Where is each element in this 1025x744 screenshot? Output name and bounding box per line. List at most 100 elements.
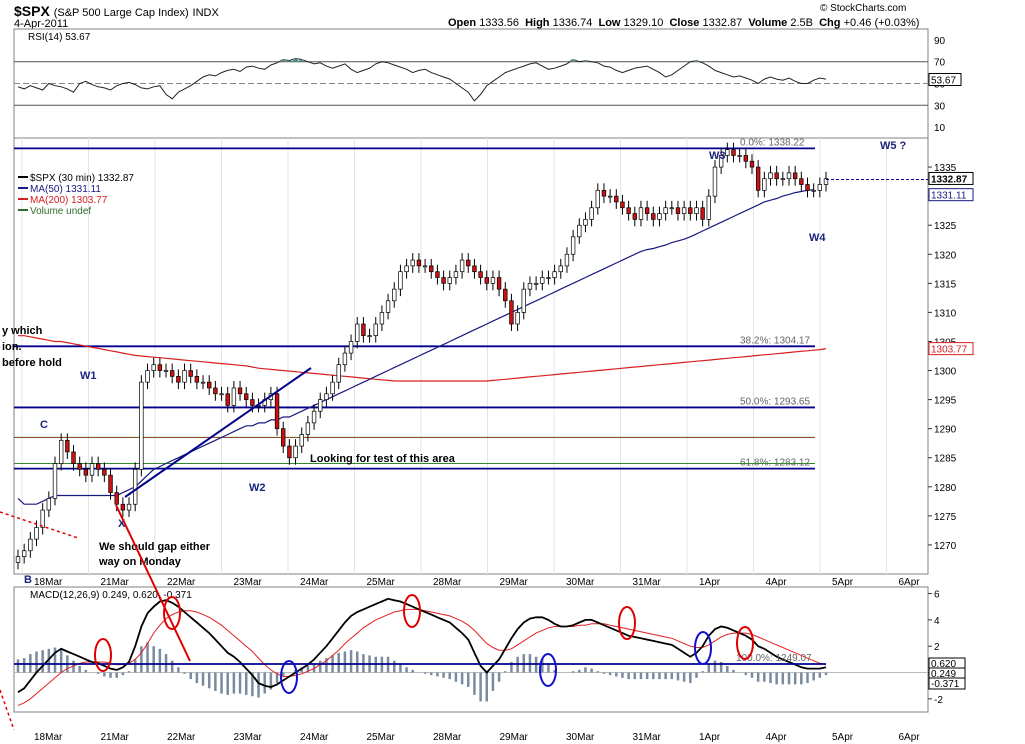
macd-x-tick-label: 28Mar [433,732,462,743]
macd-line [17,597,827,694]
exchange: INDX [192,7,219,19]
bullish-cross-circle [539,653,557,687]
annotation-test-area: Looking for test of this area [310,453,456,465]
candle-down [644,207,650,214]
macd-x-tick-label: 31Mar [633,732,662,743]
price-panel: 1270127512801285129012951300130513101315… [13,137,974,588]
candle-up [355,323,360,342]
macd-x-tick-label: 4Apr [766,732,788,743]
close-tag [928,171,974,185]
candle-up [607,195,613,198]
price-frame [13,137,929,575]
candle-down [213,387,218,395]
candle-up [126,503,132,511]
low-label: Low [598,17,621,29]
ma200-tag [928,342,974,356]
price-tick-label: 1310 [934,308,957,319]
candle-up [583,219,588,226]
candle-up [552,271,557,278]
candle-up [459,259,465,273]
candle-down [194,375,200,383]
price-tick-label: 1275 [934,512,957,523]
price-tick-label: 1315 [934,279,957,290]
candle-up [200,381,206,384]
open-value: 1333.56 [479,17,519,29]
annotation-left-line3: before hold [2,357,62,369]
candle-up [453,271,459,278]
candle-up [595,189,600,209]
macd-x-tick-label: 23Mar [234,732,263,743]
candle-down [157,364,163,371]
candle-down [287,445,292,459]
candle-up [786,172,792,180]
bearish-cross-circle [618,606,636,640]
macd-tick-label: 4 [934,616,940,627]
candle-down [71,451,76,464]
candle-up [231,387,237,406]
candle-down [95,463,101,470]
candle-up [379,312,385,325]
candle-down [484,277,489,284]
candle-down [478,271,483,278]
candle-up [89,463,95,476]
volume-label: Volume [748,17,788,29]
price-tick-label: 1285 [934,454,957,465]
x-tick-label: 28Mar [433,577,462,588]
x-tick-label: 21Mar [101,577,130,588]
macd-value-label: 0.249 [931,669,956,680]
candle-up [330,381,335,395]
macd-tick-label: -2 [934,695,943,706]
candle-up [681,207,687,214]
candle-down [651,213,656,220]
candle-down [601,189,607,197]
candle-up [527,282,533,290]
wave-label-c: C [40,419,48,431]
candle-up [706,195,711,220]
wave-label-b: B [24,574,32,586]
candle-up [490,277,496,284]
macd-value-label: 0.620 [931,659,956,670]
candle-up [52,463,58,499]
candle-down [274,393,280,430]
candle-up [404,265,409,273]
candle-down [170,370,175,377]
macd-x-tick-label: 21Mar [101,732,130,743]
macd-x-tick-label: 30Mar [566,732,595,743]
macd-legend: MACD(12,26,9) 0.249, 0.620, -0.371 [30,590,192,601]
candle-up [540,277,545,284]
red-trend-line [115,504,191,662]
low-value: 1329.10 [623,17,664,29]
candle-down [188,370,193,377]
candle-down [429,265,434,273]
candle-up [219,393,224,396]
price-legend-entry: $SPX (30 min) 1332.87 [30,173,134,184]
chg-value: +0.46 (+0.03%) [843,17,920,29]
candle-down [774,172,779,180]
candle-up [589,207,594,220]
ma50-line [17,189,814,505]
candle-up [398,271,403,290]
macd-x-tick-label: 6Apr [899,732,921,743]
candle-down [435,271,440,278]
candle-up [718,155,724,168]
macd-tick-label: 6 [934,590,940,601]
candle-up [21,550,27,557]
candle-down [620,201,625,209]
candle-up [447,277,452,284]
candle-down [503,288,508,302]
candle-down [176,375,181,383]
price-tick-label: 1290 [934,425,957,436]
candle-down [632,213,637,220]
price-tick-label: 1325 [934,221,957,232]
candle-up [570,236,576,255]
candle-down [237,387,243,395]
candle-down [77,463,82,470]
macd-x-tick-label: 25Mar [367,732,396,743]
x-tick-label: 18Mar [34,577,63,588]
candle-down [792,172,798,180]
x-tick-label: 31Mar [633,577,662,588]
macd-value-label: -0.371 [931,679,960,690]
candle-down [250,399,255,406]
ma200-tag-label: 1303.77 [931,345,968,356]
